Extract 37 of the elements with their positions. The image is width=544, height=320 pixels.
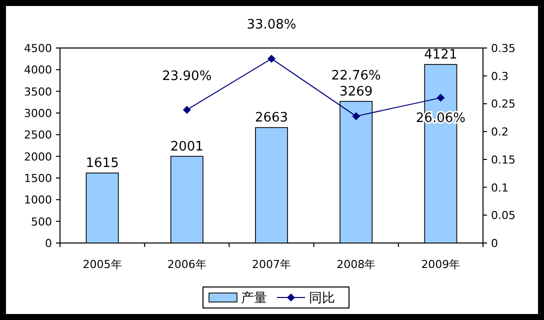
y2-tick-label: 0.35 (491, 42, 516, 55)
data-label: 33.08% (246, 18, 296, 33)
data-label: 2001 (170, 139, 204, 154)
x-tick-label: 2008年 (336, 258, 376, 271)
point (182, 106, 191, 114)
y-tick-label: 4500 (24, 42, 52, 55)
data-label: 2663 (254, 110, 288, 126)
x-tick-label: 2009年 (421, 258, 460, 271)
legend-label: 同比 (309, 291, 335, 306)
y-tick-label: 1500 (24, 172, 52, 185)
data-label: 3269 (340, 84, 373, 100)
x-tick-label: 2005年 (82, 258, 122, 271)
y-tick-label: 2500 (24, 128, 52, 142)
y2-tick-label: 0.2 (491, 126, 508, 139)
y2-tick-label: 0.05 (491, 209, 516, 222)
y-tick-label: 3000 (24, 107, 52, 120)
y-tick-label: 3500 (24, 85, 52, 98)
y2-tick-label: 0 (491, 237, 498, 250)
y2-tick-label: 0.25 (491, 98, 516, 111)
y-tick-label: 2000 (24, 150, 52, 164)
x-tick-label: 2007年 (252, 258, 291, 271)
point (352, 112, 360, 120)
y2-tick-label: 0.1 (491, 181, 508, 194)
data-label: 1615 (86, 156, 119, 172)
y-tick-label: 4000 (24, 64, 52, 77)
y-tick-label: 0 (45, 237, 52, 250)
data-label: 22.76% (331, 68, 381, 84)
x-tick-label: 2006年 (167, 258, 206, 271)
y-tick-label: 500 (31, 215, 52, 228)
data-label: 4121 (424, 47, 458, 62)
point (436, 94, 445, 102)
y2-tick-label: 0.3 (491, 70, 508, 83)
y-tick-label: 1000 (24, 194, 52, 207)
legend-label: 产量 (241, 291, 267, 306)
point (268, 54, 276, 63)
y2-tick-label: 0.15 (491, 153, 516, 166)
data-label: 23.90% (162, 68, 212, 84)
